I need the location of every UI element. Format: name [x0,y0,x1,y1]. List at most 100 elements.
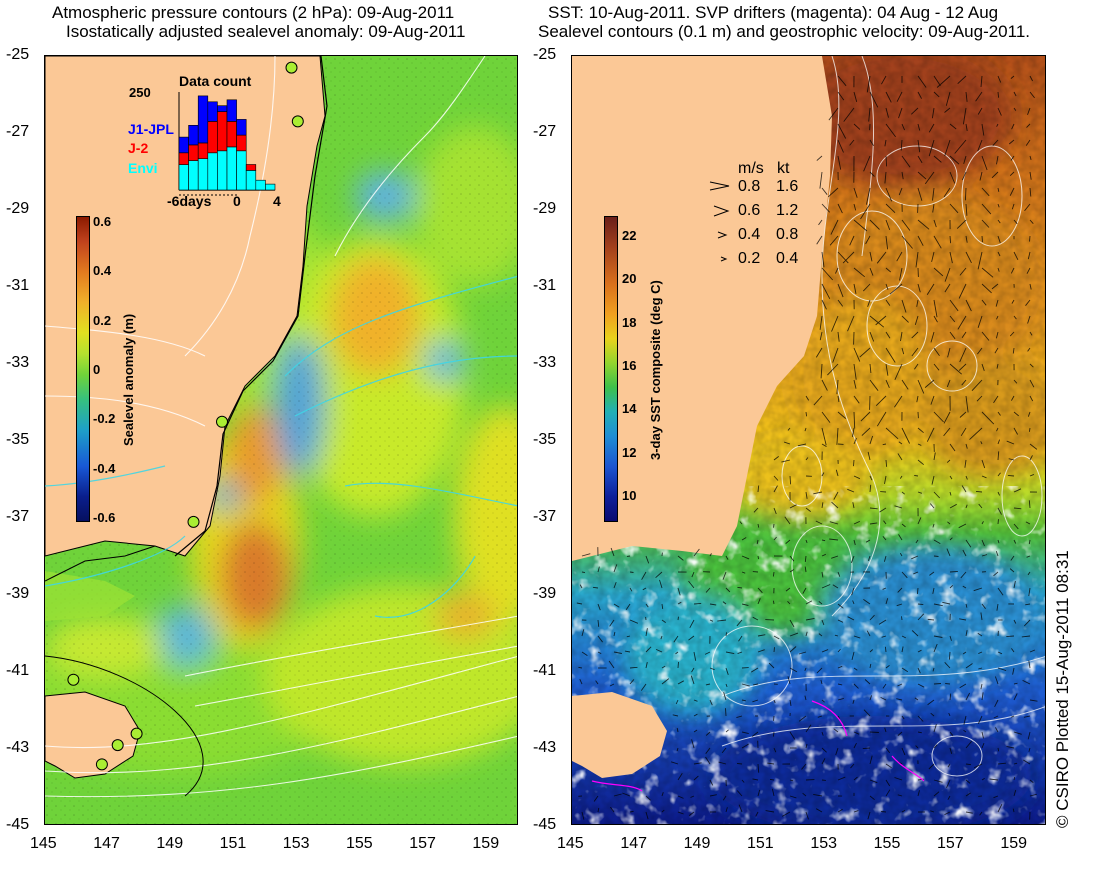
velocity-vector [831,555,839,559]
velocity-vector [821,731,824,736]
right-title-line1: SST: 10-Aug-2011. SVP drifters (magenta)… [548,3,999,22]
velocity-vector [944,267,951,282]
velocity-vector [901,809,906,813]
velocity-vector [949,731,954,736]
velocity-vector [725,651,735,655]
velocity-vector [917,459,924,466]
velocity-vector [645,603,649,608]
velocity-vector [995,727,999,733]
velocity-vector [659,579,663,589]
velocity-vector [801,763,807,770]
right-y-tick-label: -45 [533,816,557,833]
velocity-vector [933,539,941,544]
velocity-vector [949,315,956,323]
velocity-vector [885,107,889,118]
velocity-vector [821,443,827,447]
left-y-tick-label: -29 [6,200,30,217]
velocity-vector [837,331,840,342]
velocity-vector [914,474,919,477]
velocity-vector [816,235,823,245]
land-mainland-right [572,56,832,561]
velocity-vector [898,107,903,119]
velocity-vector [885,203,896,214]
velocity-vector [821,251,825,268]
velocity-vector [917,235,924,246]
velocity-vector [932,523,935,528]
velocity-vector [624,650,631,653]
right-x-tick-label: 149 [683,835,711,852]
velocity-vector [597,651,602,655]
velocity-vector [1029,91,1035,99]
velocity-vector [837,683,843,686]
velocity-vector [756,539,759,545]
velocity-vector [885,598,889,605]
velocity-vector [741,571,746,574]
velocity-vector [757,523,760,528]
velocity-vector [805,539,808,544]
velocity-vector [965,299,972,312]
velocity-vector [914,363,919,370]
velocity-vector [755,811,759,817]
tide-gauge-marker [285,61,298,74]
velocity-vector [917,219,930,230]
velocity-vector [661,809,665,813]
velocity-vector [773,747,777,753]
velocity-vector [597,603,601,611]
velocity-vector [965,663,973,669]
velocity-vector [610,547,615,557]
velocity-vector [813,793,823,797]
velocity-vector [821,699,825,703]
velocity-vector [917,427,924,434]
velocity-vector [965,539,972,548]
speed-legend-ms-0: 0.8 [738,178,761,195]
inset-legend-1: J-2 [128,140,149,156]
velocity-vector [933,779,943,783]
velocity-vector [773,715,775,721]
velocity-vector [911,555,919,560]
velocity-vector [949,537,953,541]
velocity-vector [932,667,935,672]
velocity-vector [965,792,971,797]
velocity-vector [949,747,953,755]
velocity-vector [997,203,1000,208]
inset-bar-j-2 [245,164,257,171]
velocity-vector [869,315,885,328]
velocity-vector [655,648,663,653]
velocity-vector [997,91,1000,98]
right-colorbar [604,216,618,522]
velocity-vector [829,538,839,541]
inset-bar-j1-jpl [217,105,228,112]
velocity-vector [956,219,967,229]
velocity-vector [837,619,844,623]
velocity-vector [882,587,887,590]
velocity-vector [842,251,855,264]
velocity-vector [981,219,990,228]
velocity-vector [915,251,919,268]
velocity-vector [609,619,615,627]
velocity-vector [1013,789,1017,797]
velocity-vector [847,315,855,332]
velocity-vector [832,584,839,589]
velocity-vector [690,675,695,685]
left-colorbar-tick: 0.6 [93,214,112,229]
velocity-vector [1025,603,1031,606]
velocity-vector [948,651,951,660]
inset-bar-j-2 [236,134,247,152]
velocity-vector [836,379,839,395]
velocity-vector [917,667,921,674]
velocity-vector [975,490,983,493]
inset-bar-j1-jpl [226,99,237,122]
velocity-vector [736,790,743,797]
velocity-vector [1013,682,1018,685]
inset-xtick-0: -6days [167,193,212,209]
velocity-vector [930,395,935,405]
velocity-vector [1029,395,1034,402]
velocity-vector [867,451,871,461]
velocity-vector [981,155,988,171]
velocity-vector [898,187,903,196]
inset-bars [178,95,276,191]
velocity-vector [910,107,919,115]
velocity-vector [785,587,791,592]
right-y-tick-label: -25 [533,46,557,63]
velocity-vector [875,395,887,407]
